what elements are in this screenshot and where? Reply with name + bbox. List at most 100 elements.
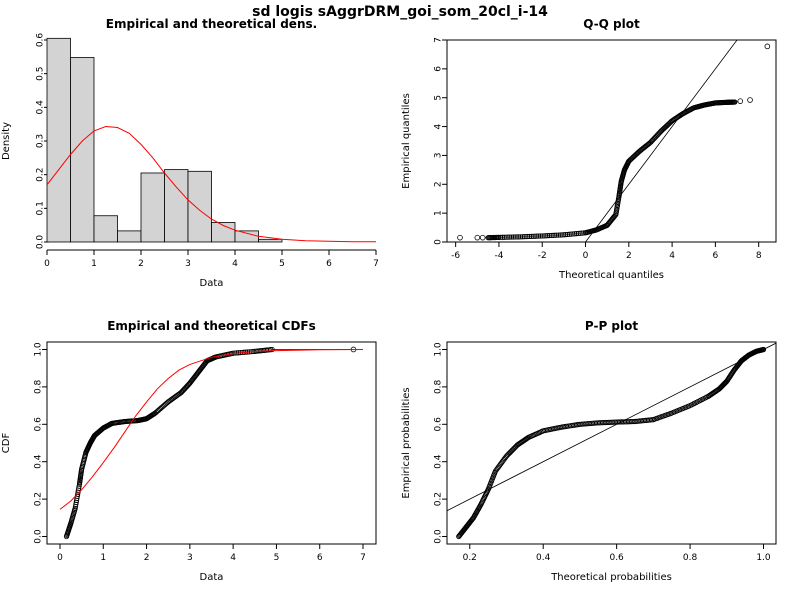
x-axis-label: Data [200, 278, 224, 289]
panel-title: Q-Q plot [583, 17, 640, 31]
x-tick-label: 1 [91, 259, 97, 269]
x-tick-label: 7 [360, 553, 366, 563]
qq-point [527, 233, 533, 240]
qq-point [521, 234, 527, 240]
panel-title: Empirical and theoretical CDFs [107, 319, 316, 333]
histogram-bars [46, 37, 283, 243]
y-tick-label: 3 [434, 153, 444, 159]
x-tick-label: -6 [451, 251, 460, 261]
y-tick-label: 4 [434, 123, 444, 129]
qq-point [507, 234, 513, 240]
qq-point [541, 233, 547, 239]
density-panel: Empirical and theoretical dens. 0 1 2 3 4 5 6 7 0… [1, 17, 379, 289]
histogram-bar [187, 170, 212, 243]
x-tick-label: 6 [713, 251, 719, 261]
histogram-bar [234, 230, 259, 243]
x-tick-label: 0.2 [463, 553, 477, 563]
y-tick-label: 7 [434, 37, 444, 43]
histogram-bar [164, 169, 189, 243]
x-tick-label: 6 [326, 259, 332, 269]
x-tick-label: 4 [232, 259, 238, 269]
cdf-fit-line [59, 349, 364, 510]
y-tick-label: 6 [434, 66, 444, 72]
x-tick-label: 6 [317, 553, 323, 563]
qq-point [539, 233, 545, 239]
x-tick-label: 4 [230, 553, 236, 563]
qq-point [555, 232, 562, 238]
y-tick-label: 0 [434, 239, 444, 245]
y-tick-label: 5 [434, 95, 444, 101]
x-tick-label: -2 [538, 251, 547, 261]
qq-point [525, 233, 531, 240]
qq-point [568, 231, 574, 237]
qq-point [570, 231, 576, 237]
qq-points [457, 43, 771, 241]
y-axis-label: Density [1, 122, 12, 160]
qq-outlier-point [747, 97, 753, 103]
qq-point [516, 234, 522, 240]
histogram-bar [93, 215, 118, 243]
qq-point [563, 232, 569, 238]
y-tick-label: 0.6 [36, 33, 46, 48]
qq-point [514, 234, 520, 240]
x-tick-label: 2 [144, 553, 150, 563]
y-tick-label: 0.0 [434, 529, 444, 544]
x-tick-label: 2 [626, 251, 632, 261]
qq-point [573, 231, 580, 237]
pp-points [456, 346, 767, 540]
qq-point [575, 230, 581, 237]
qq-point [554, 232, 560, 238]
qq-point [550, 232, 556, 238]
plot-frame [446, 39, 777, 243]
x-tick-label: 5 [279, 259, 285, 269]
x-tick-label: 4 [669, 251, 675, 261]
cdf-panel: Empirical and theoretical CDFs 0 1 2 3 4 5 6 7 0.… [1, 319, 377, 583]
x-tick-label: 0.4 [536, 553, 551, 563]
x-axis-label: Theoretical quantiles [558, 270, 664, 281]
y-tick-label: 0.6 [34, 417, 44, 432]
x-axis-label: Data [200, 572, 224, 583]
x-tick-label: 0 [583, 251, 589, 261]
qq-point [536, 233, 542, 239]
y-tick-label: 0.0 [34, 529, 44, 544]
qq-point [519, 234, 525, 240]
qq-outlier-point [479, 234, 486, 241]
qq-point [532, 233, 538, 239]
qq-point [512, 234, 518, 240]
y-tick-label: 0.2 [36, 168, 46, 182]
histogram-bar [140, 172, 165, 243]
x-tick-label: -4 [494, 251, 503, 261]
histogram-bar [258, 238, 283, 243]
density-fit-line [46, 125, 377, 243]
qq-point [508, 234, 515, 240]
plot-frame [46, 341, 377, 545]
qq-point [543, 233, 549, 239]
y-tick-label: 0.2 [434, 492, 444, 506]
qq-point [552, 232, 558, 238]
y-tick-label: 1 [434, 210, 444, 216]
y-tick-label: 0.3 [36, 134, 46, 148]
qq-point [503, 234, 509, 240]
pp-panel: P-P plot 0.2 0.4 0.6 0.8 1.0 0.0 0.2 0.4 0.6 0.8 1.… [401, 319, 777, 583]
qq-point [498, 234, 504, 240]
y-tick-label: 1.0 [434, 342, 444, 357]
y-axis-label: Empirical quantiles [401, 93, 412, 189]
y-tick-label: 0.4 [434, 454, 444, 469]
qq-point [732, 99, 738, 105]
qq-point [505, 234, 511, 240]
y-axis-label: Empirical probabilities [401, 387, 412, 498]
y-tick-label: 0.0 [36, 235, 46, 250]
qq-point [523, 233, 529, 240]
qq-point [572, 231, 578, 237]
panel-title: P-P plot [585, 319, 638, 333]
y-tick-label: 0.4 [34, 454, 44, 469]
qq-point [534, 233, 540, 239]
qq-panel: Q-Q plot -6 -4 -2 0 2 4 6 8 0 1 2 3 4 5 6 7 Theoretical q… [401, 17, 777, 281]
y-axis-label: CDF [1, 433, 12, 454]
pp-reference-line [447, 342, 776, 512]
qq-point [510, 234, 516, 240]
x-tick-label: 0.8 [683, 553, 698, 563]
qq-point [528, 233, 535, 239]
qq-point [530, 233, 536, 239]
qq-point [577, 230, 583, 236]
